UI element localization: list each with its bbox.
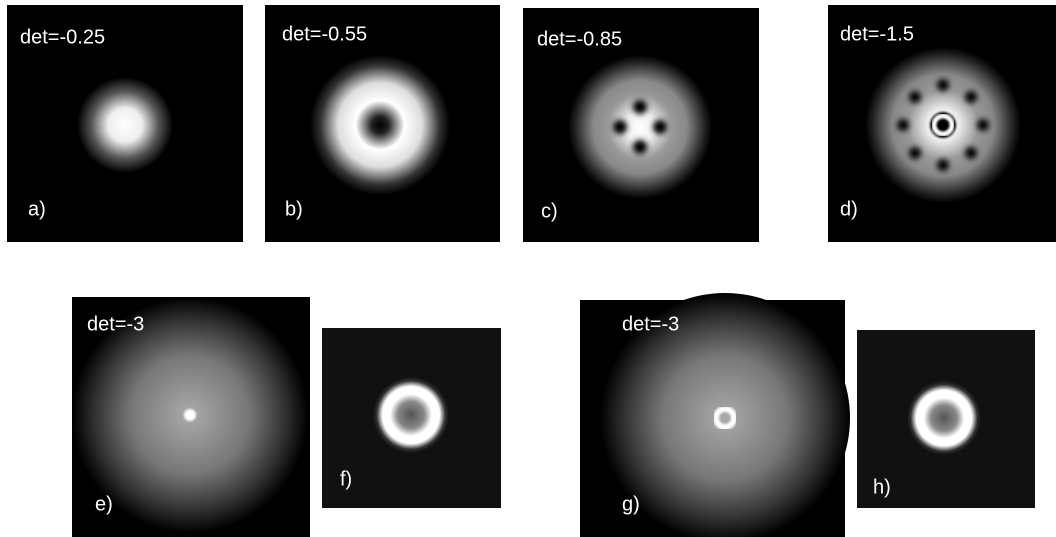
panel-label: f) [340,468,352,490]
beam-pattern [568,55,712,199]
panel-title: det=-3 [87,313,144,335]
panel-label: h) [873,476,891,498]
core [184,409,196,421]
panel-label: c) [541,200,558,222]
beam-ring [907,381,981,455]
beam-ring [373,377,449,453]
panel-label: g) [622,493,640,515]
panel-g [580,293,850,537]
beam-spot [77,77,173,173]
panel-title: det=-3 [622,313,679,335]
panel-label: d) [840,198,858,220]
beam-ring [310,55,450,195]
panel-label: b) [285,198,303,220]
panel-title: det=-0.55 [282,23,367,45]
panel-label: e) [95,493,113,515]
panel-title: det=-0.85 [537,28,622,50]
figure: det=-0.25 a) det=-0.55 b) det=-0.85 c) d… [0,0,1056,537]
panel-label: a) [28,198,46,220]
panel-title: det=-0.25 [20,26,105,48]
panel-title: det=-1.5 [840,23,914,45]
